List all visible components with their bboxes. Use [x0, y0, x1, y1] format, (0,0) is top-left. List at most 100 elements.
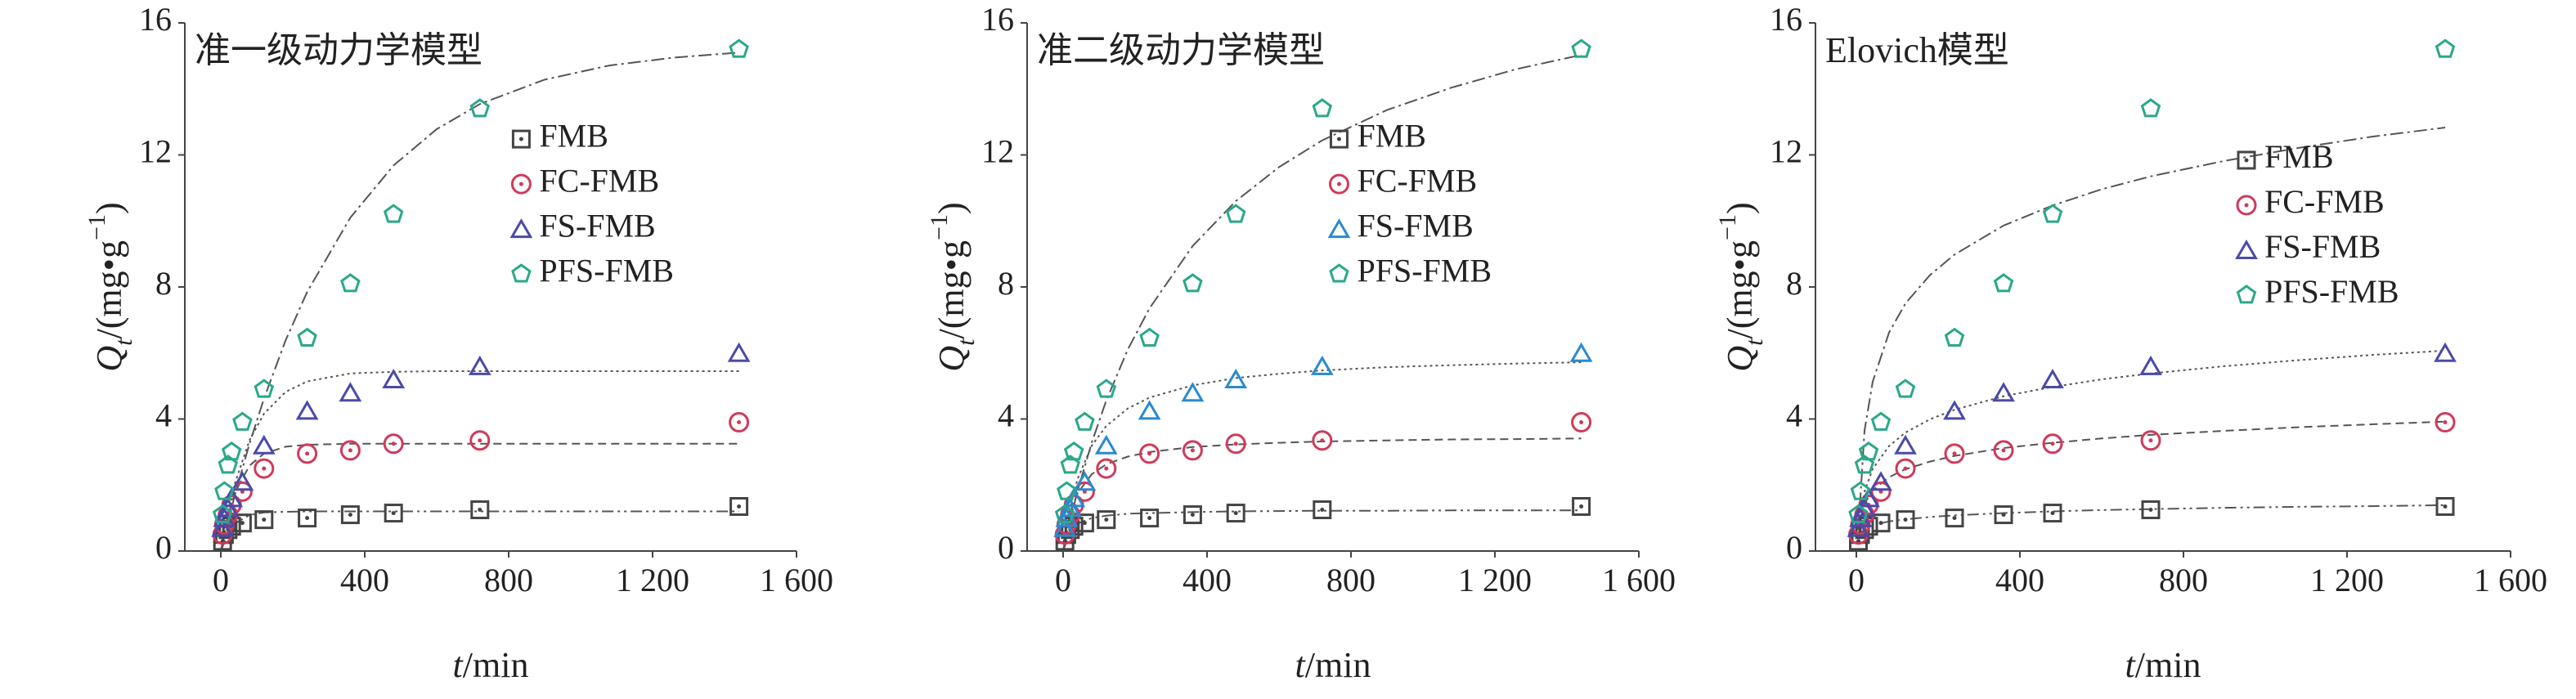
- marker-dot: [2001, 448, 2006, 453]
- marker-dot: [1190, 513, 1195, 518]
- y-tick-label: 4: [1786, 397, 1802, 434]
- marker: [1992, 382, 2015, 402]
- marker-dot: [2148, 508, 2153, 513]
- marker-dot: [1903, 518, 1908, 522]
- marker: [1054, 504, 1075, 523]
- marker: [1869, 471, 1892, 491]
- marker: [1140, 509, 1160, 528]
- x-label-part: t: [453, 645, 464, 685]
- marker: [2434, 342, 2457, 362]
- marker: [1993, 273, 2014, 293]
- marker-dot: [1952, 516, 1957, 521]
- marker: [1063, 441, 1084, 461]
- marker: [1571, 38, 1591, 58]
- y-tick-label: 16: [981, 1, 1014, 38]
- fit-curve: [220, 442, 739, 552]
- marker: [1572, 496, 1591, 516]
- legend-label: FS-FMB: [1357, 207, 1473, 244]
- marker-dot: [262, 466, 267, 471]
- x-axis-label: t/min: [2125, 645, 2201, 685]
- marker-dot: [737, 504, 742, 509]
- marker-dot: [262, 518, 267, 522]
- marker-dot: [348, 448, 352, 453]
- y-label-part: −1: [926, 214, 953, 240]
- panel-title: Elovich模型: [1825, 30, 2009, 70]
- marker-dot: [2443, 420, 2448, 425]
- marker: [2141, 500, 2161, 520]
- y-axis-label: Qt/(mg•g−1): [1714, 202, 1768, 371]
- fit-curve: [1062, 437, 1582, 552]
- marker: [1993, 440, 2014, 461]
- y-axis-label: Qt/(mg•g−1): [83, 202, 137, 371]
- x-tick-label: 0: [1848, 562, 1865, 598]
- marker-dot: [1878, 521, 1883, 526]
- marker-dot: [2001, 513, 2006, 518]
- marker: [1225, 433, 1246, 455]
- fit-curve: [1857, 127, 2446, 530]
- legend-label: FS-FMB: [539, 207, 655, 244]
- marker: [382, 369, 406, 388]
- legend-marker: [511, 129, 531, 149]
- x-tick-label: 400: [340, 562, 389, 598]
- marker-dot: [737, 420, 742, 425]
- marker: [1075, 411, 1095, 431]
- marker: [1181, 382, 1205, 402]
- marker: [340, 505, 360, 525]
- marker: [1226, 504, 1245, 523]
- legend-marker: [510, 173, 532, 195]
- marker-dot: [1320, 508, 1325, 513]
- y-tick-label: 0: [998, 529, 1014, 566]
- marker: [1895, 458, 1916, 479]
- marker: [468, 355, 491, 375]
- marker-dot: [1903, 466, 1908, 471]
- marker: [1870, 481, 1892, 502]
- marker: [1139, 327, 1160, 347]
- y-label-part: −1: [83, 214, 110, 240]
- marker: [298, 509, 317, 528]
- marker: [2042, 204, 2063, 223]
- marker-dot: [478, 508, 482, 513]
- x-tick-label: 400: [1995, 562, 2044, 598]
- marker: [221, 441, 242, 461]
- legend-label: PFS-FMB: [2264, 273, 2399, 310]
- marker: [1858, 441, 1879, 461]
- marker: [1057, 481, 1077, 500]
- marker-dot: [1147, 516, 1152, 521]
- marker: [727, 342, 751, 362]
- x-label-part: /min: [2135, 645, 2201, 685]
- marker: [2435, 38, 2456, 58]
- marker: [1139, 443, 1160, 464]
- marker: [295, 400, 319, 420]
- marker-dot: [2244, 203, 2249, 208]
- marker: [384, 504, 403, 523]
- marker: [1848, 504, 1869, 523]
- fit-curve: [1062, 54, 1582, 552]
- marker: [1073, 471, 1097, 491]
- marker: [218, 455, 239, 474]
- y-tick-label: 4: [998, 397, 1014, 434]
- marker-dot: [2443, 504, 2448, 509]
- marker: [1224, 369, 1248, 388]
- marker: [2043, 504, 2062, 523]
- marker-dot: [1336, 181, 1341, 186]
- legend-label: FC-FMB: [539, 162, 659, 199]
- y-tick-label: 8: [155, 265, 172, 302]
- marker: [216, 497, 240, 518]
- marker: [1871, 513, 1891, 533]
- legend-marker: [509, 218, 533, 239]
- x-tick-label: 1 200: [2310, 562, 2384, 598]
- y-tick-label: 8: [998, 265, 1014, 302]
- marker-dot: [2050, 511, 2055, 516]
- x-tick-label: 1 600: [1602, 562, 1676, 598]
- marker: [297, 327, 317, 347]
- marker: [254, 510, 274, 530]
- marker: [1312, 430, 1333, 451]
- legend-marker: [511, 263, 532, 283]
- marker-dot: [1104, 466, 1109, 471]
- legend-label: FC-FMB: [2264, 183, 2385, 220]
- marker: [212, 504, 233, 523]
- marker: [1944, 443, 1965, 464]
